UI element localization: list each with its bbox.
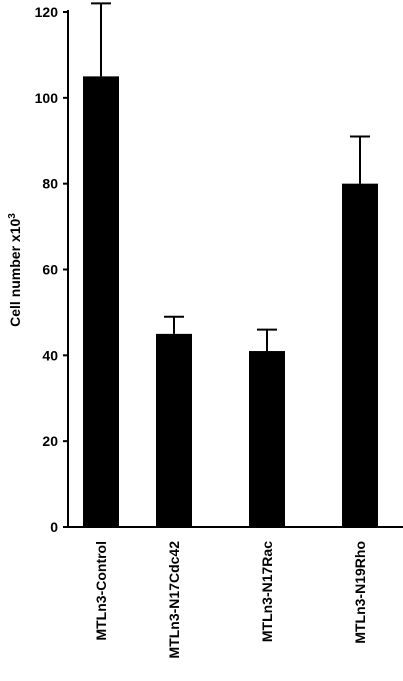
y-axis-title: Cell number x103 bbox=[7, 213, 24, 327]
category-labels: MTLn3-Control MTLn3-N17Cdc42 MTLn3-N17Rac M… bbox=[93, 541, 368, 659]
y-tick-label: 80 bbox=[42, 176, 58, 192]
bar bbox=[342, 183, 378, 527]
bar bbox=[249, 351, 285, 527]
category-label: MTLn3-N19Rho bbox=[352, 541, 368, 644]
y-axis-title-text: Cell number x10 bbox=[7, 218, 23, 326]
y-tick-label: 0 bbox=[50, 519, 58, 535]
bar bbox=[156, 333, 192, 527]
y-axis-title-superscript: 3 bbox=[7, 213, 18, 219]
y-tick-label: 120 bbox=[35, 4, 59, 20]
error-bars bbox=[91, 2, 370, 352]
y-tick-label: 60 bbox=[42, 262, 58, 278]
y-tick-label: 20 bbox=[42, 433, 58, 449]
y-tick-label: 40 bbox=[42, 347, 58, 363]
bars bbox=[83, 76, 378, 527]
category-label: MTLn3-N17Rac bbox=[259, 541, 275, 642]
category-label: MTLn3-N17Cdc42 bbox=[166, 541, 182, 659]
y-tick-label: 100 bbox=[35, 90, 59, 106]
category-label: MTLn3-Control bbox=[93, 541, 109, 641]
bar bbox=[83, 76, 119, 527]
y-axis: 0 20 40 60 80 100 120 bbox=[35, 4, 69, 535]
